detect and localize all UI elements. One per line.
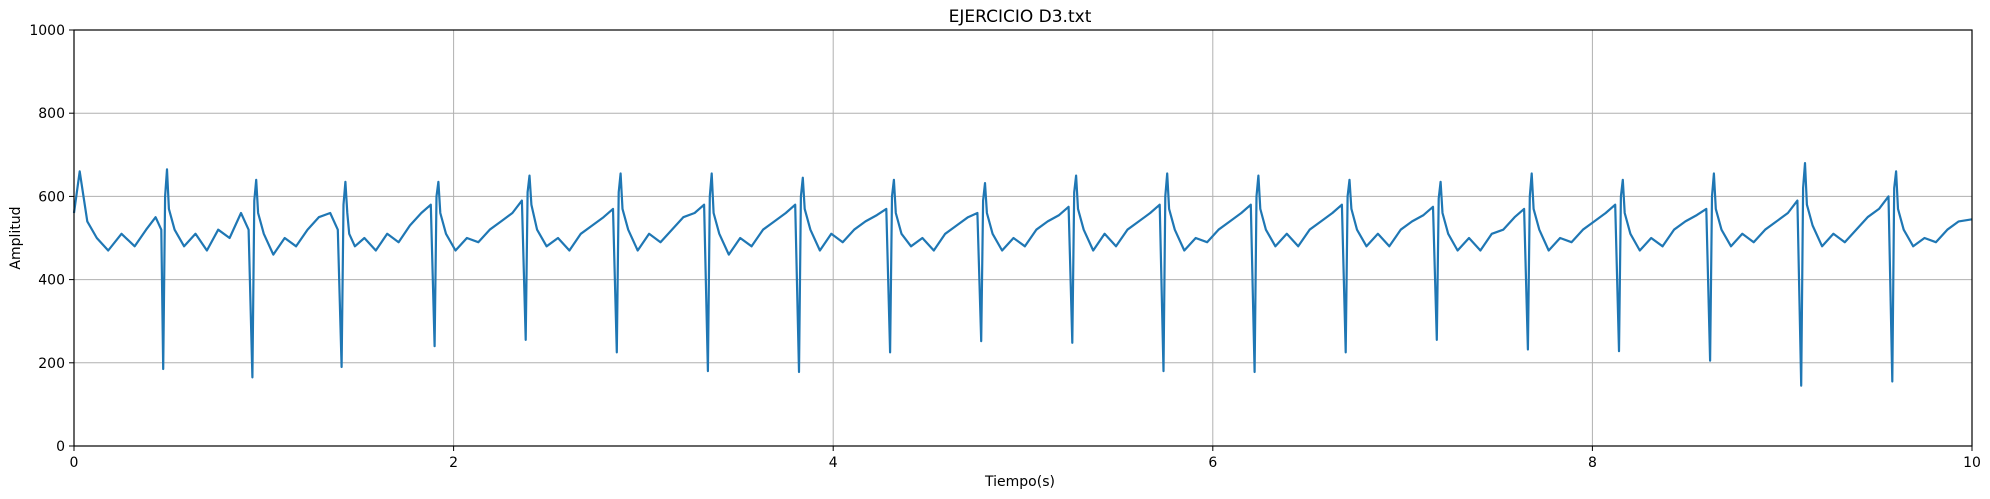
x-tick-label-5: 10 — [1963, 455, 1981, 471]
chart-title: EJERCICIO D3.txt — [949, 7, 1092, 27]
y-tick-label-5: 1000 — [29, 23, 65, 39]
x-gridlines — [73, 30, 1973, 446]
y-tick-label-0: 0 — [56, 439, 65, 455]
y-axis-label: Amplitud — [8, 206, 24, 269]
y-gridlines — [74, 29, 1972, 447]
x-tick-label-2: 4 — [829, 455, 838, 471]
x-axis-ticks: 0 2 4 6 8 10 — [70, 446, 1981, 471]
y-tick-label-1: 200 — [38, 356, 65, 372]
y-tick-label-3: 600 — [38, 189, 65, 205]
x-tick-label-1: 2 — [449, 455, 458, 471]
x-axis-label: Tiempo(s) — [984, 474, 1055, 490]
x-tick-label-0: 0 — [70, 455, 79, 471]
x-tick-label-3: 6 — [1208, 455, 1217, 471]
y-axis-ticks: 0 200 400 600 800 1000 — [29, 23, 74, 455]
y-tick-label-2: 400 — [38, 273, 65, 289]
x-tick-label-4: 8 — [1588, 455, 1597, 471]
y-tick-label-4: 800 — [38, 106, 65, 122]
signal-line — [72, 162, 1973, 387]
plot-frame — [73, 29, 1973, 447]
